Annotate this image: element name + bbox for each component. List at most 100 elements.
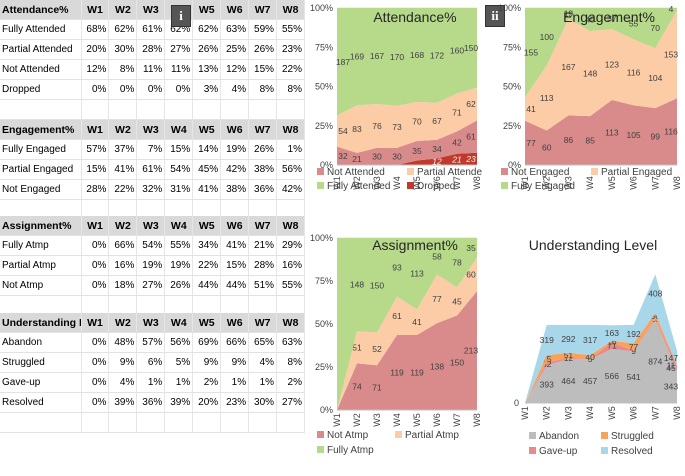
- legend-swatch: [591, 168, 598, 175]
- table-cell: 38%: [248, 159, 278, 180]
- row-label: Fully Atmp: [0, 235, 82, 256]
- legend-label: Struggled: [611, 431, 654, 442]
- row-label: Resolved: [0, 392, 82, 413]
- data-label: 167: [370, 51, 384, 61]
- legend-swatch: [407, 182, 414, 189]
- legend-label: Gave-up: [539, 446, 578, 457]
- data-label: 41: [412, 317, 422, 327]
- table-cell: 27%: [276, 392, 305, 413]
- data-label: 153: [664, 49, 678, 59]
- x-tick-label: W2: [352, 413, 362, 427]
- table-cell: 23%: [220, 392, 250, 413]
- understanding-table: Understanding LeW1W2W3W4W5W6W7W8Abandon0…: [0, 313, 305, 433]
- table-cell: 7%: [136, 139, 166, 160]
- table-cell: 9%: [220, 352, 250, 373]
- week-header: W7: [248, 120, 278, 140]
- data-label: 148: [350, 280, 364, 290]
- data-label: 30: [372, 151, 382, 161]
- table-cell: 15%: [164, 139, 194, 160]
- table-cell: 38%: [220, 179, 250, 200]
- assignment-table: Assignment% W1 W2 W3 W4 W5 W6 W7 W8 Fully Atmp 0% 6…: [0, 216, 305, 316]
- table-cell: 26%: [248, 39, 278, 60]
- row-label: Dropped: [0, 79, 82, 100]
- table-cell: 22%: [276, 59, 305, 80]
- legend-label: Dropped: [417, 181, 455, 192]
- table-cell: 32%: [136, 179, 166, 200]
- data-label: 113: [605, 128, 619, 138]
- table-cell: 31%: [164, 179, 194, 200]
- legend-label: Fully Attended: [327, 181, 390, 192]
- table-cell: 55%: [164, 235, 194, 256]
- data-label: 35: [466, 243, 476, 253]
- empty-cell: [164, 99, 194, 120]
- week-header: W3: [136, 120, 166, 140]
- row-label: Partial Attended: [0, 39, 82, 60]
- x-tick-label: W7: [650, 176, 660, 190]
- x-tick-label: W1: [332, 176, 342, 190]
- legend-swatch: [317, 431, 324, 438]
- x-tick-label: W5: [412, 413, 422, 427]
- legend-swatch: [317, 446, 324, 453]
- table-cell: 18%: [108, 275, 138, 296]
- table-row: Partial Atmp 0% 16% 19% 19% 22% 15% 28% 16%: [0, 255, 305, 276]
- y-tick-label: 100%: [498, 3, 521, 13]
- table-cell: 63%: [276, 332, 305, 353]
- area-partial-engaged: [525, 10, 677, 131]
- x-tick-label: W1: [332, 413, 342, 427]
- table-cell: 30%: [108, 39, 138, 60]
- empty-row: [0, 99, 305, 120]
- row-label: Not Attended: [0, 59, 82, 80]
- table-cell: 54%: [164, 159, 194, 180]
- legend-label: Not Attended: [327, 167, 385, 178]
- x-tick-label: W8: [672, 406, 682, 420]
- legend-swatch: [501, 182, 508, 189]
- engagement-table: Engagement% W1 W2 W3 W4 W5 W6 W7 W8 Fully Engaged…: [0, 120, 305, 220]
- data-label: 170: [390, 52, 404, 62]
- table-cell: 20%: [81, 39, 110, 60]
- row-label: Not Engaged: [0, 179, 82, 200]
- week-header: W1: [81, 216, 110, 236]
- table-title: Understanding Le: [0, 313, 82, 333]
- data-label: 55: [629, 19, 639, 29]
- data-label: 32: [542, 359, 552, 369]
- data-label: 41: [526, 104, 536, 114]
- y-tick-label: 50%: [315, 319, 333, 329]
- understanding-chart: 393 464 457 566 541 874 343 32 12 5 71 9 13 45 75 51 40 1…: [514, 237, 682, 457]
- data-label: 76: [372, 121, 382, 131]
- chart-title: Engagement%: [563, 9, 655, 25]
- x-tick-label: W5: [607, 176, 617, 190]
- table-cell: 23%: [276, 39, 305, 60]
- table-cell: 28%: [248, 255, 278, 276]
- data-label: 71: [607, 341, 617, 351]
- table-cell: 22%: [108, 179, 138, 200]
- row-label: Not Atmp: [0, 275, 82, 296]
- data-label: 32: [338, 151, 348, 161]
- x-tick-label: W1: [520, 406, 530, 420]
- data-label: 168: [410, 50, 424, 60]
- data-label: 119: [410, 368, 424, 378]
- table-cell: 66%: [220, 332, 250, 353]
- x-tick-label: W8: [472, 413, 482, 427]
- week-header: W6: [220, 120, 250, 140]
- data-label: 155: [524, 48, 538, 58]
- table-cell: 55%: [276, 275, 305, 296]
- data-label: 464: [561, 376, 575, 386]
- data-label: 4: [669, 4, 674, 14]
- table-row: Dropped 0% 0% 0% 0% 3% 4% 8% 8%: [0, 79, 305, 100]
- week-header: W3: [136, 0, 166, 20]
- data-label: 67: [432, 116, 442, 126]
- empty-cell: [220, 412, 250, 433]
- y-tick-label: 100%: [310, 233, 333, 243]
- table-cell: 59%: [248, 19, 278, 40]
- table-cell: 42%: [220, 159, 250, 180]
- y-tick-label: 0%: [320, 405, 333, 415]
- data-label: 21: [352, 154, 362, 164]
- data-label: 30: [392, 151, 402, 161]
- data-label: 160: [450, 46, 464, 56]
- table-cell: 15%: [248, 59, 278, 80]
- data-label: 408: [648, 289, 662, 299]
- table-cell: 3%: [192, 79, 222, 100]
- data-label: 60: [542, 143, 552, 153]
